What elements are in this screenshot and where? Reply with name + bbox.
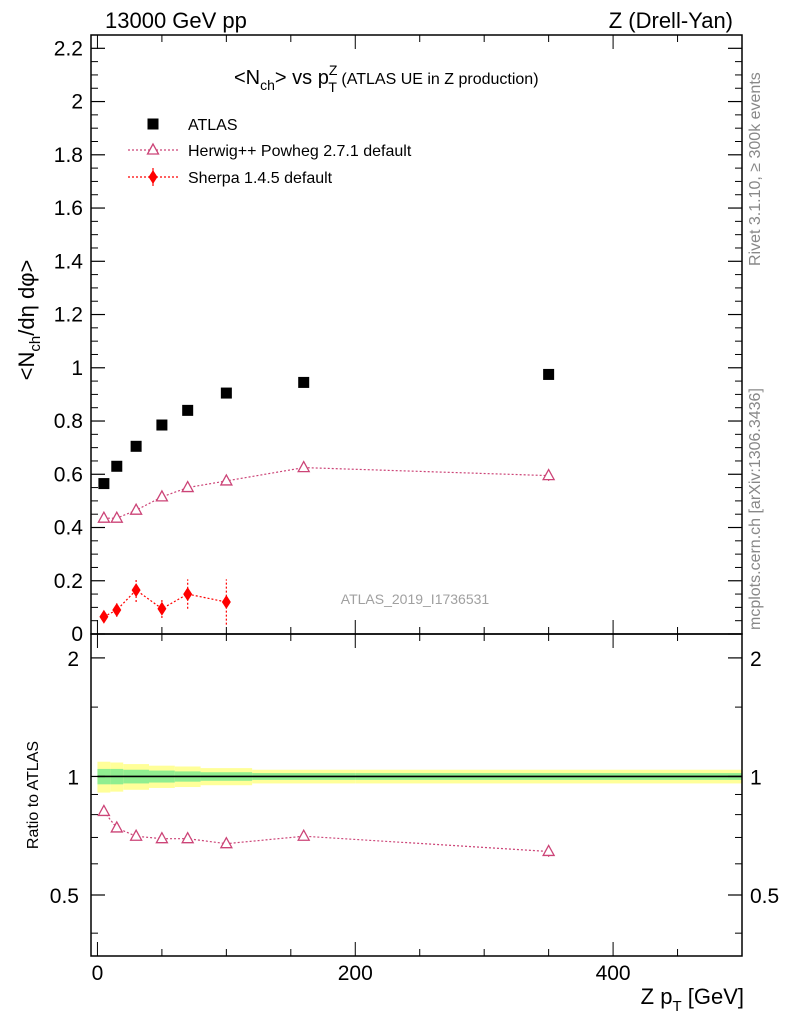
sherpa-point (131, 583, 141, 598)
ratio-frame (90, 633, 743, 957)
x-tick-label: 400 (596, 962, 631, 985)
legend-label: Sherpa 1.4.5 default (188, 170, 333, 187)
ratio-herwig-point (181, 831, 195, 844)
herwig-point (97, 510, 111, 523)
legend-marker-herwig (146, 142, 160, 155)
herwig-point (542, 468, 556, 481)
ratio-data-layer (97, 761, 742, 857)
y-tick-label: 1.2 (54, 304, 83, 327)
y-tick-label: 2 (71, 91, 83, 114)
series-line-1 (103, 467, 549, 519)
y-tick-label: 1.6 (54, 197, 83, 220)
atlas-point (182, 404, 194, 416)
series-line-2 (103, 589, 227, 618)
legend-marker-sherpa (148, 170, 158, 184)
ratio-panel: 0.5 0.5 1 1 2 2 0 200 400 Ratio to ATLAS Z pT [G… (25, 633, 779, 1015)
sherpa-point (112, 603, 122, 618)
herwig-point (297, 460, 311, 473)
sherpa-point (183, 587, 193, 602)
ratio-herwig-point (297, 828, 311, 841)
main-data-layer (97, 368, 556, 625)
ratio-herwig-point (97, 804, 111, 817)
atlas-point (220, 387, 232, 399)
atlas-point (111, 460, 123, 472)
main-panel: 0 0.2 0.4 0.6 0.8 1 1.2 1.4 1.6 1.8 2 2.2 <Nch> vs … (14, 34, 743, 646)
atlas-point (156, 419, 168, 431)
ratio-y-tick-label-left: 2 (67, 648, 79, 671)
sherpa-point (157, 601, 167, 616)
atlas-point (543, 368, 555, 380)
ratio-y-tick-label-left: 0.5 (50, 885, 79, 908)
ratio-y-tick-label-left: 1 (67, 766, 79, 789)
legend-label: ATLAS (188, 117, 238, 134)
ratio-y-tick-label-right: 1 (750, 766, 762, 789)
sherpa-point (221, 595, 231, 610)
watermark: ATLAS_2019_I1736531 (341, 591, 490, 607)
ratio-ticks: 0.5 0.5 1 1 2 2 0 200 400 (50, 634, 779, 985)
ratio-herwig-point (110, 820, 124, 833)
legend: ATLAS Herwig++ Powheg 2.7.1 default Sherpa… (128, 117, 412, 187)
herwig-point (129, 502, 143, 515)
x-tick-label: 200 (338, 962, 373, 985)
ratio-herwig-line (103, 811, 549, 853)
atlas-point (130, 440, 142, 452)
ratio-ylabel: Ratio to ATLAS (25, 741, 42, 849)
herwig-point (110, 510, 124, 523)
ratio-herwig-point (542, 844, 556, 857)
ratio-herwig-point (155, 831, 169, 844)
y-tick-label: 0 (71, 623, 83, 646)
y-tick-label: 0.8 (54, 410, 83, 433)
atlas-point (98, 478, 110, 490)
herwig-point (219, 473, 233, 486)
x-axis-title: Z pT [GeV] (641, 984, 744, 1015)
y-tick-label: 1 (71, 357, 83, 380)
ratio-y-tick-label-right: 2 (750, 648, 762, 671)
header-left: 13000 GeV pp (105, 8, 247, 33)
herwig-point (181, 480, 195, 493)
y-tick-label: 0.4 (54, 517, 84, 540)
herwig-point (155, 489, 169, 502)
header-right: Z (Drell-Yan) (609, 8, 733, 33)
main-ylabel: <Nch/dη dφ> (14, 260, 44, 381)
atlas-point (298, 376, 310, 388)
legend-marker-atlas (147, 118, 159, 130)
main-title: <Nch> vs pZ T (ATLAS UE in Z production) (234, 62, 539, 95)
y-tick-label: 1.4 (54, 250, 84, 273)
legend-label: Herwig++ Powheg 2.7.1 default (188, 143, 412, 160)
x-tick-label: 0 (92, 962, 104, 985)
ratio-y-tick-label-right: 0.5 (750, 885, 779, 908)
y-tick-label: 0.2 (54, 570, 83, 593)
ratio-herwig-point (129, 828, 143, 841)
sherpa-point (99, 609, 109, 624)
y-tick-label: 1.8 (54, 144, 83, 167)
y-tick-label: 2.2 (54, 37, 83, 60)
side-text-top: Rivet 3.1.10, ≥ 300k events (747, 72, 764, 266)
side-text-bottom: mcplots.cern.ch [arXiv:1306.3436] (747, 388, 764, 630)
ratio-herwig-point (219, 836, 233, 849)
main-ticks: 0 0.2 0.4 0.6 0.8 1 1.2 1.4 1.6 1.8 2 2.2 (54, 35, 743, 646)
y-tick-label: 0.6 (54, 463, 83, 486)
